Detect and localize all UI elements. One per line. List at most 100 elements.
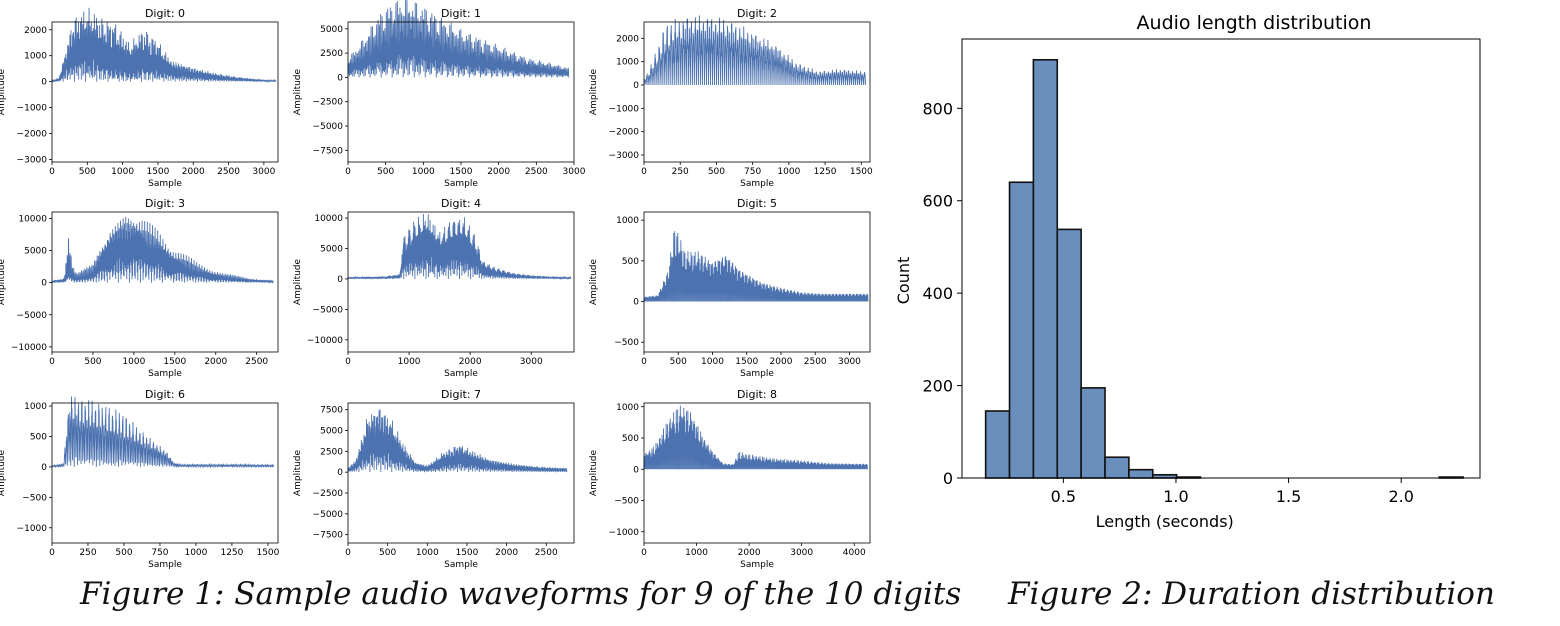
waveform-panel-0: 0 500 1000 1500 2000 2500 3000 −3000 −2000 −1000 0… bbox=[0, 7, 279, 189]
waveform-panel-7: 0 500 1000 1500 2000 2500 −7500 −5000 −2500 0 2500… bbox=[293, 388, 575, 570]
waveform-line-6 bbox=[51, 396, 275, 469]
x-tick-label: 1000 bbox=[184, 548, 207, 558]
y-tick-label: 5000 bbox=[24, 247, 47, 257]
y-tick-label: 500 bbox=[30, 432, 47, 442]
x-tick-label: 1.5 bbox=[1276, 487, 1301, 506]
x-tick-label: 3000 bbox=[252, 167, 275, 177]
x-tick-label: 4000 bbox=[843, 548, 866, 558]
y-tick-label: −5000 bbox=[313, 122, 344, 132]
waveform-line-4 bbox=[347, 214, 572, 281]
y-tick-label: −1000 bbox=[609, 528, 640, 538]
y-tick-label: −500 bbox=[22, 493, 47, 503]
histogram-bar-4 bbox=[1080, 387, 1106, 479]
x-tick-label: 1000 bbox=[412, 167, 435, 177]
y-tick-label: 0 bbox=[337, 73, 343, 83]
x-tick-label: 0.5 bbox=[1051, 487, 1076, 506]
x-tick-label: 1500 bbox=[450, 167, 473, 177]
y-tick-label: 1000 bbox=[616, 403, 639, 413]
x-tick-label: 250 bbox=[79, 548, 96, 558]
plot-frame bbox=[51, 21, 279, 163]
histogram-bar-2 bbox=[1032, 58, 1059, 479]
x-tick-label: 1500 bbox=[735, 357, 758, 367]
x-tick-label: 500 bbox=[84, 357, 101, 367]
y-tick-label: 5000 bbox=[320, 25, 343, 35]
plot-frame bbox=[643, 211, 871, 353]
x-tick-label: 500 bbox=[670, 357, 687, 367]
waveform-line-1 bbox=[347, 0, 570, 78]
panel-title: Digit: 4 bbox=[441, 197, 481, 210]
y-tick-label: −3000 bbox=[17, 155, 48, 165]
y-tick-label: 500 bbox=[622, 434, 639, 444]
x-axis-label: Sample bbox=[444, 560, 478, 570]
x-tick-label: 1500 bbox=[256, 548, 279, 558]
y-axis-label: Amplitude bbox=[293, 449, 303, 496]
y-tick-label: 1000 bbox=[616, 58, 639, 68]
y-tick-label: 0 bbox=[41, 463, 47, 473]
x-axis-label: Sample bbox=[148, 369, 182, 379]
x-tick-label: 500 bbox=[379, 548, 396, 558]
y-tick-label: 500 bbox=[622, 257, 639, 267]
panel-title: Digit: 7 bbox=[441, 388, 481, 401]
waveform-line-5 bbox=[643, 231, 869, 302]
y-axis-label: Amplitude bbox=[293, 258, 303, 305]
y-tick-label: 1000 bbox=[24, 402, 47, 412]
y-axis-label: Amplitude bbox=[293, 68, 303, 115]
y-tick-label: 2500 bbox=[320, 49, 343, 59]
waveform-panel-8: 0 1000 2000 3000 4000 −1000 −500 0 500 1000 Digit:… bbox=[589, 388, 871, 570]
waveform-panel-4: 0 1000 2000 3000 −10000 −5000 0 5000 10000 Digit:… bbox=[293, 197, 575, 379]
y-tick-label: 7500 bbox=[320, 406, 343, 416]
plot-frame bbox=[643, 21, 871, 163]
x-axis-label: Sample bbox=[444, 179, 478, 189]
y-axis-label: Amplitude bbox=[0, 68, 7, 115]
y-tick-label: 0 bbox=[337, 468, 343, 478]
x-tick-label: 750 bbox=[151, 548, 168, 558]
y-tick-label: 0 bbox=[41, 279, 47, 289]
y-tick-label: 0 bbox=[633, 81, 639, 91]
x-tick-label: 0 bbox=[641, 548, 647, 558]
y-tick-label: −500 bbox=[614, 497, 639, 507]
x-tick-label: 750 bbox=[744, 167, 761, 177]
x-tick-label: 2.0 bbox=[1388, 487, 1413, 506]
histogram-panel: 0.5 1.0 1.5 2.0 0 200 400 600 800 Audio length di… bbox=[894, 12, 1481, 531]
histogram-bar-6 bbox=[1128, 468, 1154, 479]
x-tick-label: 500 bbox=[708, 167, 725, 177]
y-axis-label: Amplitude bbox=[0, 258, 7, 305]
y-tick-label: −1000 bbox=[17, 524, 48, 534]
x-axis-label: Sample bbox=[740, 560, 774, 570]
y-tick-label: −5000 bbox=[17, 311, 48, 321]
x-tick-label: 0 bbox=[641, 167, 647, 177]
y-tick-label: 5000 bbox=[320, 427, 343, 437]
x-tick-label: 2500 bbox=[804, 357, 827, 367]
x-tick-label: 3000 bbox=[790, 548, 813, 558]
y-tick-label: 10000 bbox=[314, 214, 343, 224]
y-tick-label: 0 bbox=[41, 78, 47, 88]
x-tick-label: 0 bbox=[49, 548, 55, 558]
figure1-caption: Figure 1: Sample audio waveforms for 9 o… bbox=[80, 576, 962, 612]
histogram-bar-0 bbox=[984, 410, 1011, 479]
y-axis-label: Count bbox=[894, 257, 913, 305]
x-tick-label: 2000 bbox=[459, 357, 482, 367]
plot-frame bbox=[961, 38, 1481, 479]
y-tick-label: 0 bbox=[633, 465, 639, 475]
panel-title: Digit: 3 bbox=[145, 197, 185, 210]
panel-title: Digit: 5 bbox=[737, 197, 777, 210]
y-tick-label: 200 bbox=[922, 377, 953, 396]
y-tick-label: 0 bbox=[943, 469, 953, 488]
y-tick-label: −10000 bbox=[307, 336, 343, 346]
y-tick-label: 2000 bbox=[616, 34, 639, 44]
x-tick-label: 2000 bbox=[204, 357, 227, 367]
x-tick-label: 0 bbox=[641, 357, 647, 367]
x-tick-label: 2000 bbox=[182, 167, 205, 177]
y-tick-label: 1000 bbox=[24, 52, 47, 62]
waveform-line-2 bbox=[643, 15, 867, 86]
y-tick-label: −2000 bbox=[609, 128, 640, 138]
chart-title: Audio length distribution bbox=[1137, 12, 1372, 34]
x-tick-label: 1250 bbox=[220, 548, 243, 558]
histogram-bar-1 bbox=[1008, 181, 1035, 479]
x-axis-label: Length (seconds) bbox=[1096, 512, 1234, 531]
waveform-panel-1: 0 500 1000 1500 2000 2500 3000 −7500 −5000 −2500 0… bbox=[293, 0, 586, 189]
y-tick-label: −1000 bbox=[609, 104, 640, 114]
y-tick-label: −10000 bbox=[11, 343, 47, 353]
y-tick-label: −2500 bbox=[313, 489, 344, 499]
x-tick-label: 1000 bbox=[416, 548, 439, 558]
